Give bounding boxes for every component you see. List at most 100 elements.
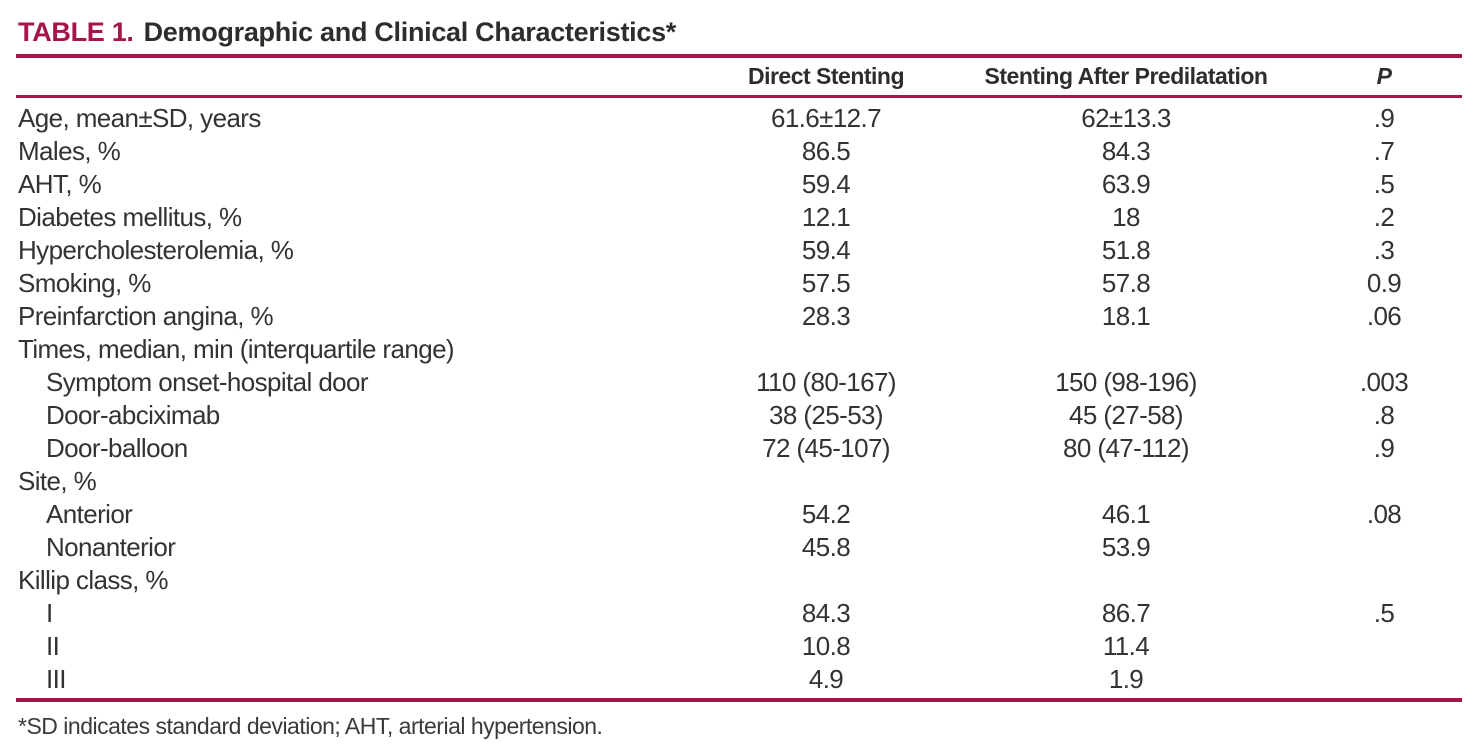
row-label: Smoking, % <box>18 267 151 298</box>
table-title: TABLE 1. Demographic and Clinical Charact… <box>18 14 1462 54</box>
row-label: Males, % <box>18 135 121 166</box>
predilatation-value: 51.8 <box>1101 234 1151 265</box>
table-row: AHT, % 59.4 63.9 .5 <box>16 168 1462 201</box>
p-value <box>1306 333 1462 366</box>
p-value: .3 <box>1373 234 1395 265</box>
direct-stenting-value: 54.2 <box>801 498 851 529</box>
table-row: Door-abciximab 38 (25-53) 45 (27-58) .8 <box>16 399 1462 432</box>
demographics-table: Direct Stenting Stenting After Predilata… <box>16 54 1462 696</box>
table-row: Symptom onset-hospital door 110 (80-167) 1… <box>16 366 1462 399</box>
predilatation-value: 45 (27-58) <box>1069 399 1184 430</box>
predilatation-value: 11.4 <box>1102 630 1150 661</box>
predilatation-value: 86.7 <box>1101 597 1151 628</box>
row-label: Preinfarction angina, % <box>18 300 274 331</box>
predilatation-value: 57.8 <box>1101 267 1151 298</box>
col-header-characteristic <box>16 56 706 98</box>
predilatation-value: 62±13.3 <box>1081 102 1171 133</box>
row-label: Symptom onset-hospital door <box>46 366 369 397</box>
direct-stenting-value: 86.5 <box>801 135 851 166</box>
table-row: II 10.8 11.4 <box>16 630 1462 663</box>
direct-stenting-value: 57.5 <box>801 267 851 298</box>
table-caption: Demographic and Clinical Characteristics… <box>143 17 677 47</box>
direct-stenting-value: 12.1 <box>801 201 851 232</box>
p-value: .8 <box>1373 399 1395 430</box>
direct-stenting-value: 59.4 <box>801 234 851 265</box>
table-row: I 84.3 86.7 .5 <box>16 597 1462 630</box>
table-row: Diabetes mellitus, % 12.1 18 .2 <box>16 201 1462 234</box>
direct-stenting-value <box>706 465 946 498</box>
header-row: Direct Stenting Stenting After Predilata… <box>16 56 1462 98</box>
predilatation-value: 18 <box>1112 201 1140 232</box>
table-row: Smoking, % 57.5 57.8 0.9 <box>16 267 1462 300</box>
col-header-stenting-after-predilatation: Stenting After Predilatation <box>946 56 1306 98</box>
table-row: III 4.9 1.9 <box>16 663 1462 696</box>
direct-stenting-value: 110 (80-167) <box>756 366 896 397</box>
table-row: Age, mean±SD, years 61.6±12.7 62±13.3 .9 <box>16 96 1462 135</box>
p-value: .06 <box>1366 300 1402 331</box>
table-footnote: *SD indicates standard deviation; AHT, a… <box>18 712 603 739</box>
table-row: Hypercholesterolemia, % 59.4 51.8 .3 <box>16 234 1462 267</box>
p-value: .7 <box>1373 135 1395 166</box>
predilatation-value <box>946 564 1306 597</box>
predilatation-value: 150 (98-196) <box>1055 366 1197 397</box>
p-value: 0.9 <box>1366 267 1402 298</box>
direct-stenting-value: 61.6±12.7 <box>770 102 882 133</box>
row-label: Door-abciximab <box>46 399 220 430</box>
table-row: Door-balloon 72 (45-107) 80 (47-112) .9 <box>16 432 1462 465</box>
direct-stenting-value <box>706 564 946 597</box>
direct-stenting-value: 84.3 <box>801 597 851 628</box>
table-row: Site, % <box>16 465 1462 498</box>
p-value <box>1306 630 1462 663</box>
table-row: Males, % 86.5 84.3 .7 <box>16 135 1462 168</box>
bottom-rule <box>16 697 1462 702</box>
predilatation-value: 63.9 <box>1101 168 1151 199</box>
p-value: .5 <box>1373 597 1395 628</box>
col-header-p-value: P <box>1306 56 1462 98</box>
direct-stenting-value: 38 (25-53) <box>769 399 884 430</box>
predilatation-value: 84.3 <box>1101 135 1151 166</box>
table-number: TABLE 1. <box>18 17 134 47</box>
row-label: Site, % <box>18 465 97 496</box>
table-row: Killip class, % <box>16 564 1462 597</box>
p-value <box>1306 564 1462 597</box>
predilatation-value: 18.1 <box>1101 300 1151 331</box>
row-label: AHT, % <box>18 168 102 199</box>
predilatation-value <box>946 465 1306 498</box>
p-value: .003 <box>1359 366 1409 397</box>
direct-stenting-value <box>706 333 946 366</box>
p-value <box>1306 663 1462 696</box>
p-value: .2 <box>1373 201 1395 232</box>
predilatation-value <box>946 333 1306 366</box>
predilatation-value: 1.9 <box>1108 663 1144 694</box>
row-label: Times, median, min (interquartile range) <box>18 333 455 364</box>
p-value <box>1306 531 1462 564</box>
p-value: .08 <box>1366 498 1402 529</box>
direct-stenting-value: 4.9 <box>808 663 844 694</box>
row-label: II <box>46 630 60 661</box>
row-label: Anterior <box>46 498 133 529</box>
predilatation-value: 53.9 <box>1101 531 1151 562</box>
table-row: Anterior 54.2 46.1 .08 <box>16 498 1462 531</box>
p-value: .9 <box>1373 432 1395 463</box>
predilatation-value: 46.1 <box>1101 498 1151 529</box>
row-label: I <box>46 597 53 628</box>
row-label: Age, mean±SD, years <box>18 102 261 133</box>
predilatation-value: 80 (47-112) <box>1063 432 1189 463</box>
p-value <box>1306 465 1462 498</box>
p-value: .5 <box>1373 168 1395 199</box>
table-row: Times, median, min (interquartile range) <box>16 333 1462 366</box>
table-row: Preinfarction angina, % 28.3 18.1 .06 <box>16 300 1462 333</box>
p-value: .9 <box>1373 102 1395 133</box>
row-label: Diabetes mellitus, % <box>18 201 242 232</box>
row-label: Hypercholesterolemia, % <box>18 234 294 265</box>
direct-stenting-value: 45.8 <box>801 531 851 562</box>
row-label: III <box>46 663 66 694</box>
table-row: Nonanterior 45.8 53.9 <box>16 531 1462 564</box>
row-label: Door-balloon <box>46 432 188 463</box>
direct-stenting-value: 28.3 <box>801 300 851 331</box>
col-header-direct-stenting: Direct Stenting <box>706 56 946 98</box>
direct-stenting-value: 72 (45-107) <box>762 432 890 463</box>
direct-stenting-value: 10.8 <box>801 630 851 661</box>
direct-stenting-value: 59.4 <box>801 168 851 199</box>
